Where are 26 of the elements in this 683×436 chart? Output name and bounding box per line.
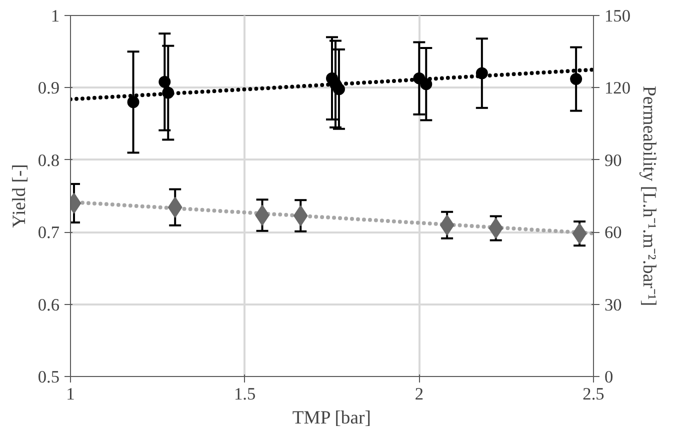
y-tick-label: 1 xyxy=(50,6,60,26)
y2-tick-label: 120 xyxy=(604,78,630,98)
y-tick-label: 0.8 xyxy=(38,150,60,170)
point xyxy=(158,76,171,88)
x-axis-title: TMP [bar] xyxy=(292,408,371,428)
y-axis-title: Yield [-] xyxy=(8,164,30,228)
point xyxy=(127,96,140,108)
y2-tick-label: 30 xyxy=(604,295,622,314)
point xyxy=(420,78,432,90)
y-tick-label: 0.6 xyxy=(38,295,60,314)
point xyxy=(570,73,582,86)
y2-tick-label: 150 xyxy=(604,6,630,26)
y-tick-label: 0.5 xyxy=(38,368,60,386)
x-tick-label: 1 xyxy=(66,384,75,404)
x-tick-label: 2 xyxy=(414,384,424,404)
y2-tick-label: 0 xyxy=(604,368,614,386)
point xyxy=(162,86,174,99)
x-tick-label: 1.5 xyxy=(234,384,256,404)
y-tick-label: 0.9 xyxy=(38,78,60,98)
y-tick-label: 0.7 xyxy=(38,223,60,242)
y2-tick-label: 60 xyxy=(604,223,622,242)
y2-axis-title: Permeability [L.h⁻¹.m⁻².bar⁻¹] xyxy=(638,86,660,306)
x-tick-label: 2.5 xyxy=(582,384,604,404)
point xyxy=(476,67,488,80)
y2-tick-label: 90 xyxy=(604,150,622,170)
point xyxy=(332,83,345,96)
